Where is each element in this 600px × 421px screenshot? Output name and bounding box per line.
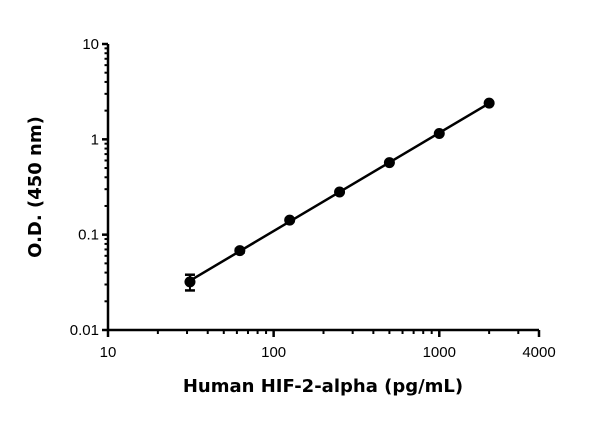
data-point: [184, 276, 196, 288]
x-tick-label: 10: [100, 344, 117, 361]
plot-area: [184, 97, 495, 292]
y-tick-label: 0.1: [78, 227, 99, 244]
data-point: [383, 157, 395, 169]
x-tick-label: 1000: [423, 344, 456, 361]
data-point: [334, 186, 346, 198]
data-point: [433, 128, 445, 140]
x-tick-label: 4000: [522, 344, 555, 361]
data-point: [284, 214, 296, 226]
y-axis: 0.01 0.1 1 10: [70, 36, 110, 339]
data-point: [483, 97, 495, 109]
x-axis: 10 100 1000 4000: [100, 328, 556, 361]
data-point: [234, 245, 246, 257]
y-axis-title: O.D. (450 nm): [25, 116, 46, 258]
y-tick-label: 0.01: [70, 322, 99, 339]
y-tick-label: 1: [91, 131, 99, 148]
x-tick-label: 100: [261, 344, 286, 361]
x-axis-title: Human HIF-2-alpha (pg/mL): [183, 376, 463, 397]
y-tick-label: 10: [82, 36, 99, 53]
